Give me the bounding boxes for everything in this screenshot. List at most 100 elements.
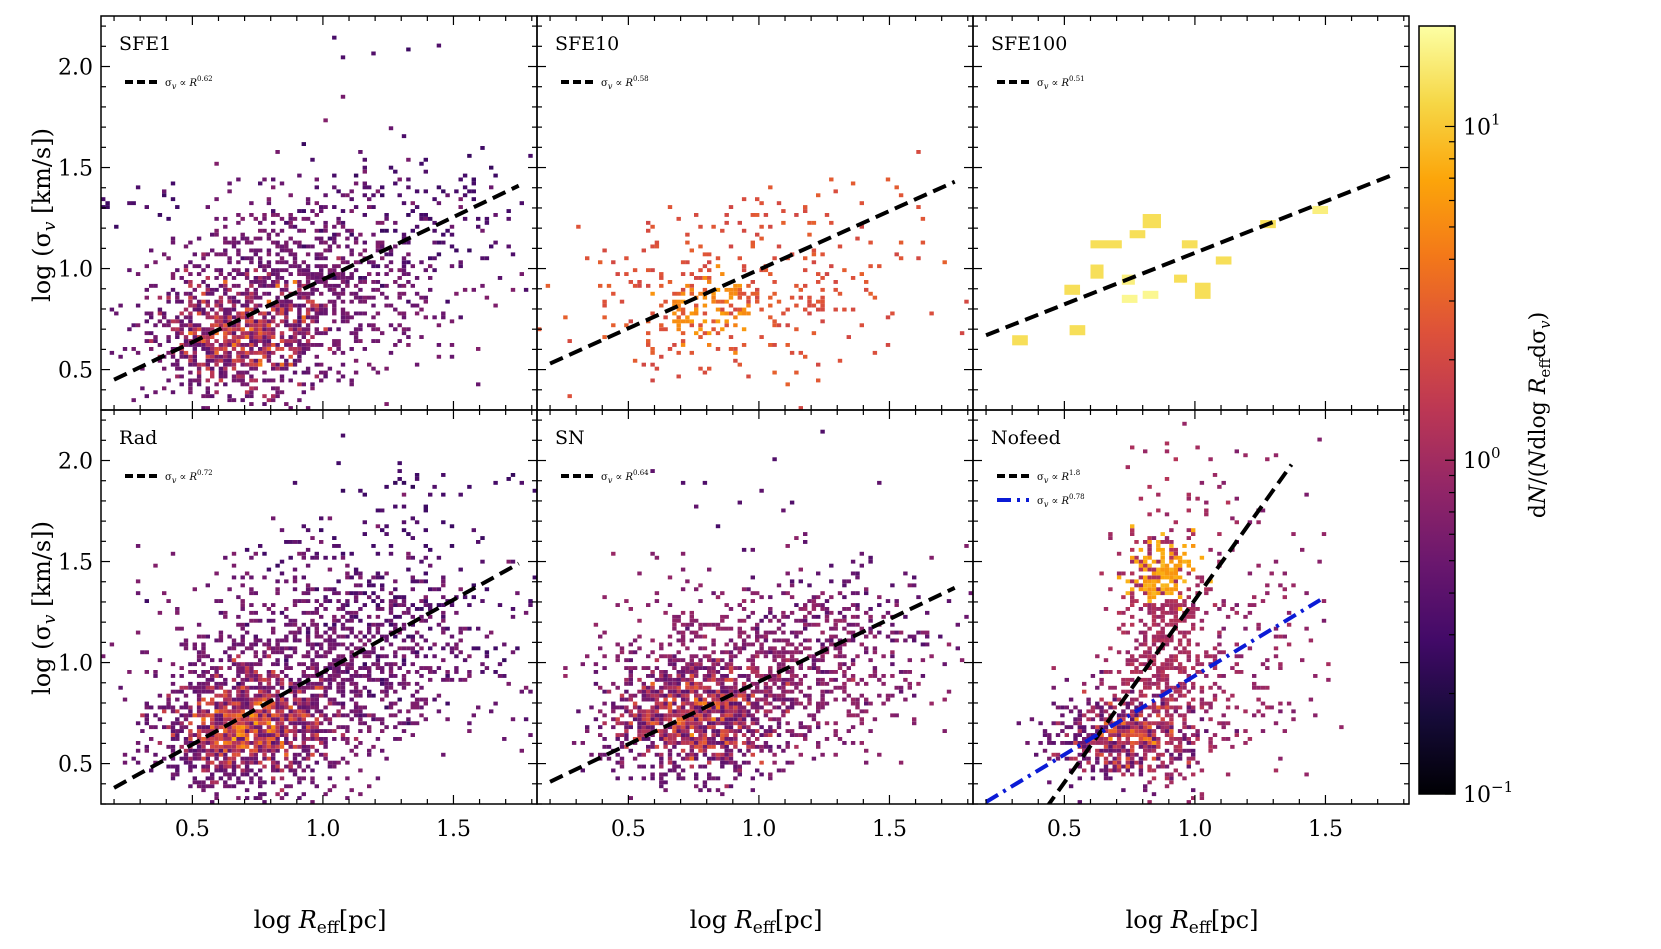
heatmap-cell	[175, 374, 180, 379]
heatmap-cell	[741, 697, 747, 702]
heatmap-cell	[319, 307, 324, 312]
heatmap-cell	[1103, 768, 1109, 773]
heatmap-cell	[349, 654, 354, 659]
heatmap-cell	[912, 717, 917, 722]
heatmap-cell	[702, 689, 708, 694]
heatmap-cell	[523, 717, 529, 722]
heatmap-cell	[728, 752, 734, 757]
heatmap-cell	[284, 792, 289, 797]
heatmap-cell	[750, 575, 755, 580]
heatmap-cell	[205, 677, 210, 682]
heatmap-cell	[262, 291, 267, 296]
heatmap-cell	[659, 283, 664, 288]
heatmap-cell	[759, 634, 764, 639]
heatmap-cell	[781, 508, 786, 513]
heatmap-cell	[454, 610, 459, 615]
heatmap-cell	[284, 307, 289, 312]
heatmap-cell	[371, 650, 376, 655]
heatmap-cell	[1191, 752, 1196, 757]
heatmap-cell	[711, 299, 716, 304]
heatmap-cell	[183, 291, 189, 296]
heatmap-cell	[837, 662, 843, 667]
heatmap-cell	[811, 603, 817, 607]
heatmap-cell	[458, 630, 463, 635]
heatmap-cell	[179, 299, 184, 304]
heatmap-cell	[1086, 701, 1091, 706]
heatmap-cell	[1142, 214, 1161, 229]
heatmap-cell	[850, 614, 856, 619]
heatmap-cell	[279, 335, 285, 339]
heatmap-cell	[297, 280, 302, 284]
heatmap-cell	[214, 796, 219, 800]
heatmap-cell	[188, 685, 193, 690]
heatmap-cell	[1103, 760, 1109, 765]
heatmap-cell	[327, 721, 333, 726]
heatmap-cell	[694, 697, 699, 702]
heatmap-cell	[297, 677, 302, 682]
heatmap-cell	[279, 796, 285, 800]
heatmap-cell	[628, 721, 633, 726]
heatmap-cell	[201, 268, 206, 273]
heatmap-cell	[188, 299, 193, 304]
heatmap-cell	[314, 717, 319, 722]
heatmap-cell	[1138, 733, 1144, 737]
heatmap-cell	[227, 272, 232, 276]
heatmap-cell	[201, 252, 206, 257]
heatmap-cell	[327, 626, 333, 631]
heatmap-cell	[672, 618, 677, 623]
heatmap-cell	[166, 295, 171, 300]
heatmap-cell	[676, 323, 681, 328]
heatmap-cell	[1112, 729, 1117, 733]
heatmap-cell	[476, 347, 481, 351]
heatmap-cell	[249, 280, 254, 284]
heatmap-cell	[659, 646, 664, 651]
heatmap-cell	[733, 768, 738, 773]
heatmap-cell	[301, 725, 306, 730]
heatmap-cell	[367, 272, 372, 276]
heatmap-cell	[650, 776, 655, 781]
heatmap-cell	[833, 307, 838, 312]
heatmap-cell	[859, 272, 864, 276]
heatmap-cell	[362, 705, 367, 710]
heatmap-cell	[720, 729, 725, 733]
heatmap-cell	[175, 737, 180, 741]
heatmap-cell	[833, 729, 838, 733]
heatmap-cell	[362, 662, 367, 667]
heatmap-cell	[240, 603, 245, 607]
heatmap-cell	[358, 768, 363, 773]
heatmap-cell	[707, 252, 712, 257]
heatmap-cell	[580, 662, 585, 667]
heatmap-cell	[816, 744, 821, 749]
heatmap-cell	[305, 295, 311, 300]
heatmap-cell	[275, 587, 280, 592]
heatmap-cell	[305, 252, 311, 257]
heatmap-cell	[314, 670, 319, 674]
heatmap-cell	[249, 315, 254, 320]
heatmap-cell	[707, 674, 712, 678]
heatmap-cell	[1191, 788, 1196, 793]
heatmap-cell	[680, 634, 686, 639]
heatmap-cell	[179, 642, 184, 647]
heatmap-cell	[685, 741, 690, 745]
heatmap-cell	[284, 764, 289, 769]
heatmap-cell	[244, 796, 250, 800]
heatmap-cell	[340, 737, 346, 741]
heatmap-cell	[288, 729, 293, 733]
heatmap-cell	[462, 677, 468, 682]
heatmap-cell	[288, 216, 293, 221]
heatmap-cell	[266, 713, 272, 718]
heatmap-cell	[654, 240, 660, 245]
heatmap-cell	[667, 760, 673, 765]
heatmap-cell	[763, 689, 769, 694]
heatmap-cell	[789, 642, 795, 647]
heatmap-cell	[310, 319, 315, 324]
heatmap-cell	[624, 666, 629, 670]
heatmap-cell	[401, 626, 407, 631]
heatmap-cell	[292, 622, 298, 627]
heatmap-cell	[602, 299, 607, 304]
heatmap-cell	[1051, 752, 1056, 757]
heatmap-cell	[720, 685, 725, 690]
heatmap-cell	[301, 768, 306, 773]
heatmap-cell	[196, 709, 202, 714]
